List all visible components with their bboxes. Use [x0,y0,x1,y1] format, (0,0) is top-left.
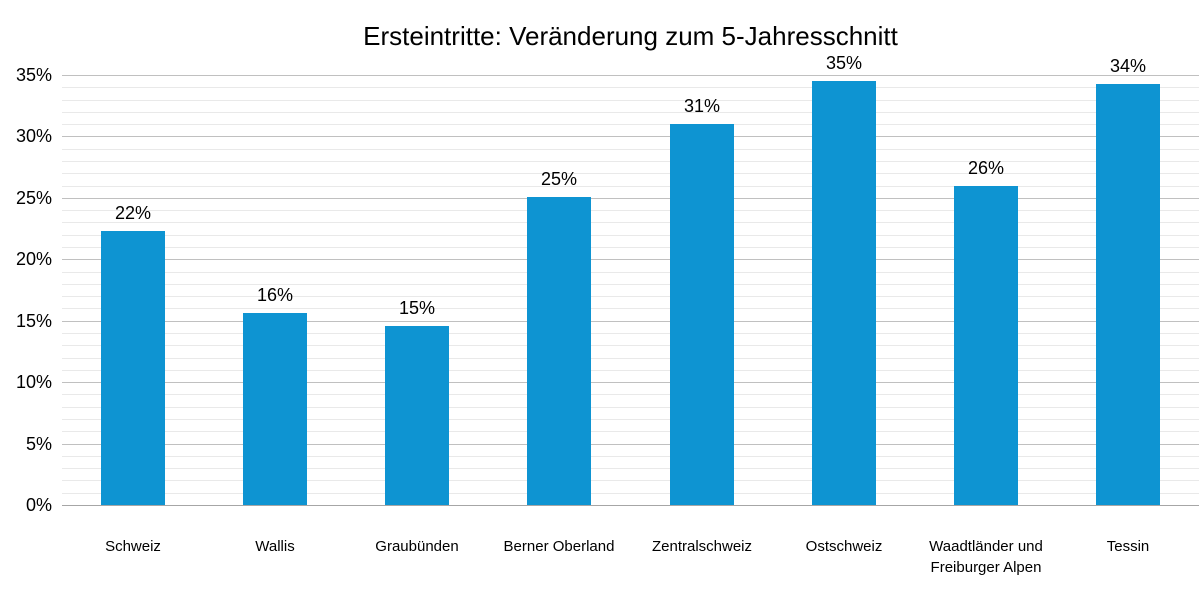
bar-value-label: 26% [967,158,1005,178]
gridline-minor [62,272,1199,273]
x-axis-category-label: Schweiz [105,538,161,555]
gridline-major [62,259,1199,260]
gridline-minor [62,456,1199,457]
bar-zentralschweiz [670,124,734,505]
gridline-minor [62,431,1199,432]
bar-value-label: 35% [825,53,863,73]
x-axis-category-label: Zentralschweiz [651,538,753,555]
chart-title: Ersteintritte: Veränderung zum 5-Jahress… [363,21,898,51]
gridline-minor [62,493,1199,494]
bar-schweiz [101,231,165,505]
gridline-major [62,382,1199,383]
gridline-minor [62,149,1199,150]
gridline-minor [62,247,1199,248]
gridline-minor [62,480,1199,481]
gridline-minor [62,235,1199,236]
gridline-minor [62,112,1199,113]
x-axis-category-label: Berner Oberland [503,538,615,555]
gridline-minor [62,407,1199,408]
gridline-minor [62,173,1199,174]
bar-wallis [243,313,307,505]
gridline-major [62,505,1199,506]
gridline-minor [62,296,1199,297]
gridline-minor [62,284,1199,285]
gridline-minor [62,100,1199,101]
gridline-minor [62,308,1199,309]
gridline-major [62,444,1199,445]
bar-value-label: 22% [114,203,152,223]
bar-waadtl-nder-und-freiburger-alpen [954,186,1018,505]
gridline-minor [62,210,1199,211]
gridline-minor [62,161,1199,162]
bar-value-label: 16% [256,285,294,305]
gridline-minor [62,186,1199,187]
gridline-minor [62,358,1199,359]
gridline-minor [62,124,1199,125]
y-axis-tick-label: 30% [15,126,52,146]
bar-value-label: 25% [540,169,578,189]
y-axis-tick-label: 15% [15,311,52,331]
gridline-minor [62,222,1199,223]
x-axis-category-label: Wallis [255,538,295,555]
y-axis-tick-label: 20% [15,249,52,269]
bar-berner-oberland [527,197,591,505]
gridline-major [62,75,1199,76]
gridline-major [62,321,1199,322]
gridline-major [62,136,1199,137]
gridline-minor [62,87,1199,88]
gridline-minor [62,468,1199,469]
x-axis-category-label: Waadtländer und Freiburger Alpen [929,538,1043,576]
bar-value-label: 31% [683,96,721,116]
gridline-major [62,198,1199,199]
x-axis-category-label: Ostschweiz [805,538,883,555]
gridline-minor [62,345,1199,346]
bar-value-label: 15% [398,298,436,318]
gridline-minor [62,333,1199,334]
x-axis-category-label: Graubünden [375,538,459,555]
y-axis-tick-label: 0% [25,495,52,515]
gridline-minor [62,419,1199,420]
y-axis-tick-label: 35% [15,65,52,85]
y-axis-tick-label: 10% [15,372,52,392]
y-axis-tick-label: 25% [15,188,52,208]
bar-tessin [1096,84,1160,505]
y-axis-tick-label: 5% [25,434,52,454]
x-axis-category-label: Tessin [1106,538,1150,555]
bar-value-label: 34% [1109,56,1147,76]
gridline-minor [62,370,1199,371]
bar-graub-nden [385,326,449,505]
gridline-minor [62,394,1199,395]
bar-ostschweiz [812,81,876,505]
